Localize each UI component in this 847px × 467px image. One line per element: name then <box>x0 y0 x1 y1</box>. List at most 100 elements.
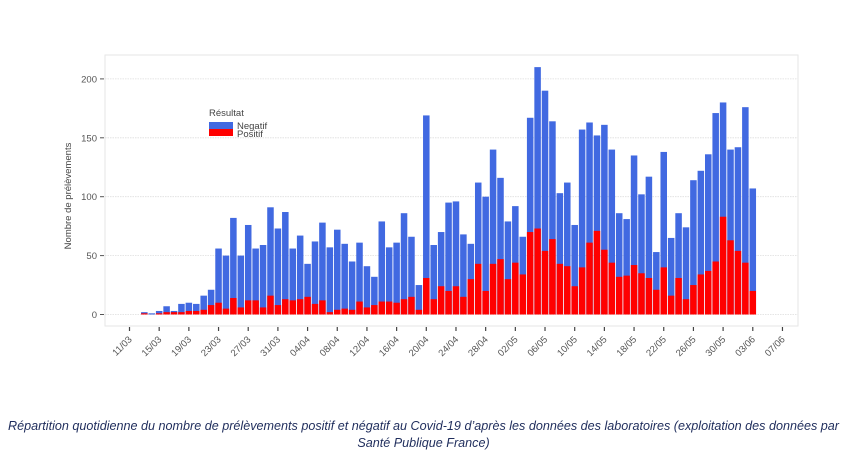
bar-positif <box>259 307 267 315</box>
bar-negatif <box>712 113 719 315</box>
bar-positif <box>252 300 259 315</box>
x-tick-label: 24/04 <box>437 334 462 359</box>
bar-negatif <box>549 121 556 315</box>
x-tick-label: 07/06 <box>763 334 788 359</box>
bar-positif <box>319 300 326 315</box>
bar-positif <box>155 313 163 315</box>
bar-positif <box>504 279 512 315</box>
bar-negatif <box>415 285 423 315</box>
bar-positif <box>667 295 675 315</box>
bar-negatif <box>400 213 408 315</box>
x-tick-label: 19/03 <box>169 334 194 359</box>
bar-positif <box>578 267 586 315</box>
bar-positif <box>289 300 296 315</box>
bar-negatif <box>749 188 757 315</box>
bar-positif <box>341 308 348 315</box>
x-tick-label: 03/06 <box>733 334 758 359</box>
bar-positif <box>734 250 742 315</box>
legend-title: Résultat <box>209 108 244 119</box>
y-axis: 0 50 100 150 200 <box>81 74 104 321</box>
x-tick-label: 30/05 <box>704 334 729 359</box>
x-axis: 11/03 15/03 19/03 23/03 27/03 31/03 04/04 08/04… <box>111 327 788 359</box>
y-tick-label: 100 <box>81 192 97 203</box>
bar-negatif <box>578 129 586 315</box>
y-tick-label: 50 <box>86 251 97 262</box>
bar-positif <box>170 312 178 315</box>
legend-label-positif: Positif <box>237 129 263 140</box>
bar-positif <box>215 302 222 315</box>
x-tick-label: 10/05 <box>555 334 580 359</box>
x-tick-label: 04/04 <box>288 334 313 359</box>
bar-positif <box>296 299 304 315</box>
bar-negatif <box>274 228 282 315</box>
bar-positif <box>638 273 645 315</box>
bar-positif <box>623 275 630 315</box>
bar-negatif <box>311 241 319 315</box>
bar-negatif <box>237 255 245 315</box>
bar-negatif <box>334 229 341 315</box>
bar-positif <box>378 301 386 315</box>
bar-negatif <box>185 302 193 315</box>
bar-positif <box>207 305 215 315</box>
bar-negatif <box>437 232 445 315</box>
bar-positif <box>304 296 311 315</box>
bar-negatif <box>252 248 259 315</box>
bar-negatif <box>615 213 623 315</box>
bar-positif <box>556 263 564 315</box>
bar-positif <box>712 261 719 315</box>
bar-negatif <box>556 193 564 315</box>
bar-negatif <box>371 276 378 315</box>
bar-positif <box>400 299 408 315</box>
bar-negatif <box>474 182 482 315</box>
bar-positif <box>415 309 423 315</box>
bar-positif <box>519 274 527 315</box>
bar-positif <box>334 309 341 315</box>
bar-negatif <box>289 248 296 315</box>
bar-positif <box>719 216 727 315</box>
bar-positif <box>193 310 200 315</box>
bar-negatif <box>638 194 645 315</box>
bar-positif <box>705 270 712 315</box>
bar-negatif <box>653 252 660 315</box>
bar-positif <box>571 286 578 315</box>
bar-positif <box>749 290 757 315</box>
bar-positif <box>467 279 475 315</box>
bar-positif <box>363 307 371 315</box>
bar-negatif <box>393 242 400 315</box>
bar-negatif <box>512 206 519 315</box>
bar-positif <box>222 308 230 315</box>
figure-caption: Répartition quotidienne du nombre de pré… <box>7 419 839 450</box>
legend-swatch-negatif <box>209 122 233 129</box>
bar-positif <box>653 289 660 315</box>
bar-positif <box>356 301 363 315</box>
bar-negatif <box>430 244 437 315</box>
x-tick-label: 14/05 <box>585 334 610 359</box>
bar-negatif <box>215 248 222 315</box>
bar-negatif <box>541 90 549 315</box>
bar-positif <box>645 277 653 315</box>
bar-negatif <box>593 135 601 315</box>
bar-negatif <box>348 261 356 315</box>
bar-negatif <box>445 202 452 315</box>
y-tick-label: 0 <box>92 310 97 321</box>
bar-negatif <box>378 221 386 315</box>
bar-negatif <box>727 149 734 315</box>
x-tick-label: 02/05 <box>496 334 521 359</box>
bar-positif <box>408 296 415 315</box>
bar-negatif <box>148 313 156 315</box>
bar-positif <box>178 312 185 315</box>
bar-positif <box>697 274 705 315</box>
bar-negatif <box>705 154 712 315</box>
bar-positif <box>385 301 393 315</box>
bar-negatif <box>244 224 252 315</box>
bar-negatif <box>193 303 200 315</box>
bar-negatif <box>660 151 667 315</box>
bar-negatif <box>356 242 363 315</box>
bar-positif <box>185 310 193 315</box>
bar-positif <box>534 228 541 315</box>
bar-negatif <box>742 107 749 315</box>
bar-negatif <box>601 124 608 315</box>
bar-negatif <box>200 295 207 315</box>
bar-negatif <box>304 263 311 315</box>
bar-negatif <box>504 221 512 315</box>
